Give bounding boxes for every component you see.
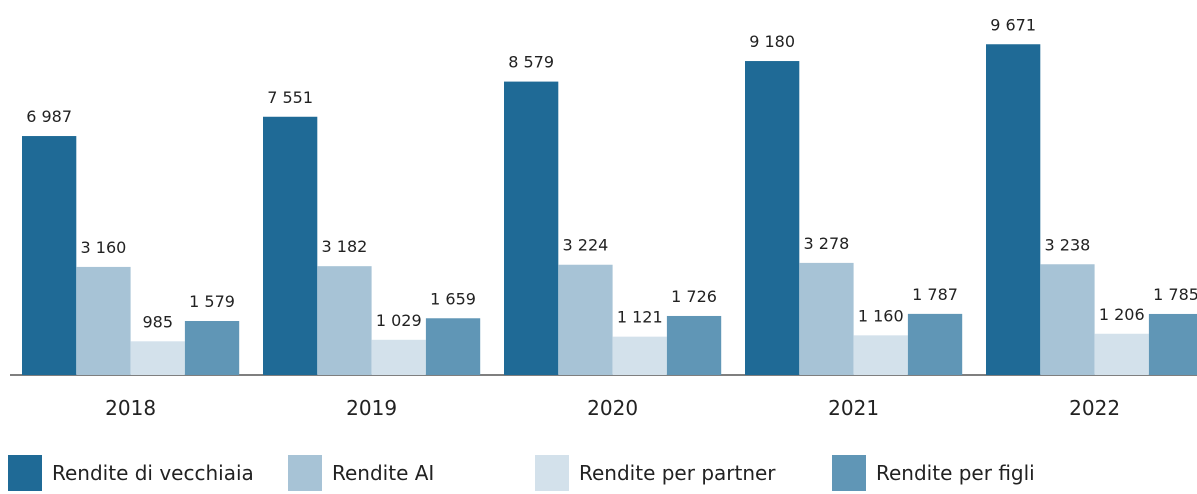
bar <box>371 339 426 375</box>
value-label: 1 726 <box>671 287 717 306</box>
value-label: 8 579 <box>508 53 554 72</box>
bar <box>263 116 318 375</box>
bar <box>612 336 667 375</box>
value-label: 1 785 <box>1153 285 1197 304</box>
legend-label: Rendite AI <box>332 461 434 485</box>
bar <box>558 264 613 375</box>
value-label: 1 787 <box>912 285 958 304</box>
value-label: 3 160 <box>81 238 127 257</box>
bar <box>317 266 372 375</box>
bar <box>799 262 854 375</box>
bar <box>745 61 800 375</box>
bar <box>76 266 131 375</box>
value-label: 1 579 <box>189 292 235 311</box>
bar <box>666 315 722 375</box>
value-label: 985 <box>142 312 173 331</box>
value-label: 1 160 <box>858 306 904 325</box>
bar <box>22 136 77 375</box>
bar <box>1040 264 1095 375</box>
legend-swatch <box>832 455 866 491</box>
value-label: 1 121 <box>617 308 663 327</box>
value-label: 3 224 <box>563 236 609 255</box>
x-tick-label: 2019 <box>346 396 397 420</box>
value-label: 3 182 <box>322 237 368 256</box>
bar <box>1094 333 1149 375</box>
value-label: 3 238 <box>1045 235 1091 254</box>
bar <box>504 81 559 375</box>
bar <box>1148 313 1197 375</box>
x-tick-label: 2022 <box>1069 396 1120 420</box>
x-tick-label: 2021 <box>828 396 879 420</box>
value-label: 9 180 <box>749 32 795 51</box>
legend-label: Rendite di vecchiaia <box>52 461 254 485</box>
value-label: 1 206 <box>1099 305 1145 324</box>
value-label: 1 029 <box>376 311 422 330</box>
legend-swatch <box>8 455 42 491</box>
bar <box>986 44 1041 375</box>
bar <box>184 320 240 375</box>
legend-label: Rendite per figli <box>876 461 1035 485</box>
bar <box>907 313 963 375</box>
legend-swatch <box>535 455 569 491</box>
bar <box>130 341 185 375</box>
value-label: 6 987 <box>26 107 72 126</box>
value-label: 1 659 <box>430 289 476 308</box>
x-tick-label: 2020 <box>587 396 638 420</box>
legend-swatch <box>288 455 322 491</box>
value-label: 7 551 <box>267 88 313 107</box>
bar <box>853 335 908 375</box>
bar <box>425 318 481 375</box>
x-tick-label: 2018 <box>105 396 156 420</box>
legend-label: Rendite per partner <box>579 461 776 485</box>
value-label: 3 278 <box>804 234 850 253</box>
value-label: 9 671 <box>990 15 1036 34</box>
